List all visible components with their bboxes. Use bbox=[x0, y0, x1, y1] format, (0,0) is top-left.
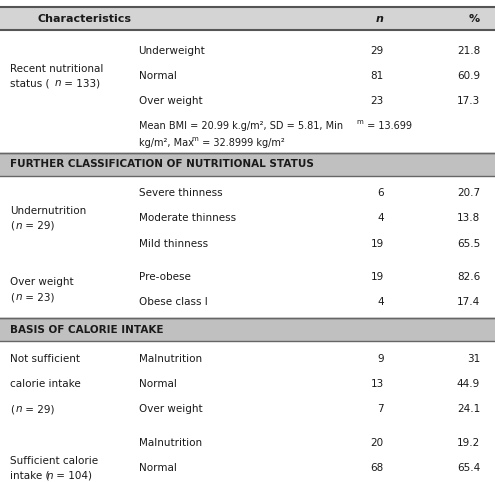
Text: BASIS OF CALORIE INTAKE: BASIS OF CALORIE INTAKE bbox=[10, 325, 163, 335]
Text: FURTHER CLASSIFICATION OF NUTRITIONAL STATUS: FURTHER CLASSIFICATION OF NUTRITIONAL ST… bbox=[10, 159, 314, 169]
Text: (: ( bbox=[10, 404, 14, 415]
Text: 4: 4 bbox=[377, 214, 384, 224]
Text: 20: 20 bbox=[370, 438, 384, 448]
Text: n: n bbox=[47, 470, 53, 481]
Text: Over weight: Over weight bbox=[139, 96, 202, 106]
Text: 19.2: 19.2 bbox=[457, 438, 480, 448]
Text: 19: 19 bbox=[370, 272, 384, 282]
Text: = 23): = 23) bbox=[22, 292, 55, 302]
Text: n: n bbox=[16, 221, 22, 231]
Text: kg/m², Max: kg/m², Max bbox=[139, 138, 194, 148]
Text: = 104): = 104) bbox=[53, 470, 92, 481]
Text: Malnutrition: Malnutrition bbox=[139, 354, 202, 364]
Text: Normal: Normal bbox=[139, 463, 177, 473]
Text: 6: 6 bbox=[377, 188, 384, 199]
Text: Moderate thinness: Moderate thinness bbox=[139, 214, 236, 224]
Text: Pre-obese: Pre-obese bbox=[139, 272, 191, 282]
Text: 20.7: 20.7 bbox=[457, 188, 480, 199]
Text: n: n bbox=[55, 78, 61, 88]
Text: intake (: intake ( bbox=[10, 470, 50, 481]
Text: Undernutrition: Undernutrition bbox=[10, 206, 86, 216]
Text: 31: 31 bbox=[467, 354, 480, 364]
Text: = 13.699: = 13.699 bbox=[364, 121, 412, 131]
Text: 82.6: 82.6 bbox=[457, 272, 480, 282]
Text: Obese class I: Obese class I bbox=[139, 297, 207, 308]
Text: 7: 7 bbox=[377, 404, 384, 415]
Text: Recent nutritional: Recent nutritional bbox=[10, 64, 103, 74]
Bar bbox=[0, 7, 495, 30]
Text: Severe thinness: Severe thinness bbox=[139, 188, 222, 199]
Text: 81: 81 bbox=[370, 71, 384, 81]
Text: Mean BMI = 20.99 k.g/m², SD = 5.81, Min: Mean BMI = 20.99 k.g/m², SD = 5.81, Min bbox=[139, 121, 343, 131]
Text: 17.3: 17.3 bbox=[457, 96, 480, 106]
Text: status (: status ( bbox=[10, 78, 50, 88]
Text: n: n bbox=[16, 404, 22, 415]
Text: Mild thinness: Mild thinness bbox=[139, 239, 208, 249]
Bar bbox=[0, 152, 495, 175]
Text: 65.4: 65.4 bbox=[457, 463, 480, 473]
Text: Characteristics: Characteristics bbox=[37, 13, 131, 24]
Text: 13.8: 13.8 bbox=[457, 214, 480, 224]
Text: 4: 4 bbox=[377, 297, 384, 308]
Text: %: % bbox=[469, 13, 480, 24]
Text: = 133): = 133) bbox=[61, 78, 100, 88]
Text: 13: 13 bbox=[370, 379, 384, 389]
Text: m: m bbox=[192, 136, 198, 142]
Text: Over weight: Over weight bbox=[139, 404, 202, 415]
Text: 19: 19 bbox=[370, 239, 384, 249]
Text: Not sufficient: Not sufficient bbox=[10, 354, 80, 364]
Text: 9: 9 bbox=[377, 354, 384, 364]
Text: calorie intake: calorie intake bbox=[10, 379, 81, 389]
Bar bbox=[0, 318, 495, 341]
Text: 44.9: 44.9 bbox=[457, 379, 480, 389]
Text: Over weight: Over weight bbox=[10, 277, 74, 287]
Text: Normal: Normal bbox=[139, 71, 177, 81]
Text: = 32.8999 kg/m²: = 32.8999 kg/m² bbox=[199, 138, 285, 148]
Text: (: ( bbox=[10, 292, 14, 302]
Text: m: m bbox=[356, 119, 363, 125]
Text: 65.5: 65.5 bbox=[457, 239, 480, 249]
Text: 17.4: 17.4 bbox=[457, 297, 480, 308]
Text: Underweight: Underweight bbox=[139, 46, 205, 56]
Text: 23: 23 bbox=[370, 96, 384, 106]
Text: 21.8: 21.8 bbox=[457, 46, 480, 56]
Text: = 29): = 29) bbox=[22, 404, 55, 415]
Text: 60.9: 60.9 bbox=[457, 71, 480, 81]
Text: = 29): = 29) bbox=[22, 221, 55, 231]
Text: 68: 68 bbox=[370, 463, 384, 473]
Text: (: ( bbox=[10, 221, 14, 231]
Text: Normal: Normal bbox=[139, 379, 177, 389]
Text: Sufficient calorie: Sufficient calorie bbox=[10, 455, 98, 466]
Text: Malnutrition: Malnutrition bbox=[139, 438, 202, 448]
Text: 29: 29 bbox=[370, 46, 384, 56]
Text: n: n bbox=[16, 292, 22, 302]
Text: 24.1: 24.1 bbox=[457, 404, 480, 415]
Text: n: n bbox=[376, 13, 384, 24]
